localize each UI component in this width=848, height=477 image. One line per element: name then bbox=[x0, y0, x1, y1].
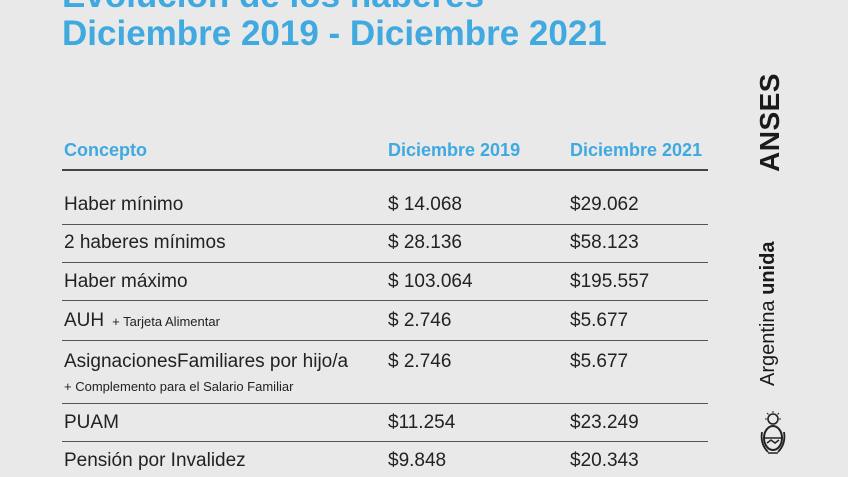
row-value-2019: $11.254 bbox=[388, 412, 456, 433]
row-value-2021: $29.062 bbox=[570, 194, 639, 215]
row-concept: Haber máximo bbox=[64, 271, 188, 292]
argentina-unida-text: Argentina unida bbox=[757, 241, 779, 386]
row-value-2021: $58.123 bbox=[570, 232, 639, 253]
row-divider bbox=[62, 300, 708, 301]
row-value-2021: $195.557 bbox=[570, 271, 650, 292]
row-value-2019: $ 28.136 bbox=[388, 232, 462, 253]
anses-logo-text: ANSES bbox=[754, 73, 785, 172]
table-row: PUAM $11.254 $23.249 bbox=[62, 404, 708, 442]
row-value-2019: $9.848 bbox=[388, 450, 447, 471]
row-divider bbox=[62, 262, 708, 263]
row-concept: AUH + Tarjeta Alimentar bbox=[64, 310, 220, 332]
row-concept-label: AUH bbox=[64, 310, 105, 331]
row-value-2019: $ 2.746 bbox=[388, 310, 452, 331]
table-row: 2 haberes mínimos $ 28.136 $58.123 bbox=[62, 225, 708, 263]
row-concept: Haber mínimo bbox=[64, 194, 184, 215]
title-line-2: Diciembre 2019 - Diciembre 2021 bbox=[62, 14, 607, 53]
argentina-light-text: Argentina bbox=[757, 300, 779, 386]
table-row: AUH + Tarjeta Alimentar $ 2.746 $5.677 bbox=[62, 301, 708, 341]
row-divider bbox=[62, 441, 708, 442]
row-value-2021: $23.249 bbox=[570, 412, 639, 433]
row-value-2021: $5.677 bbox=[570, 310, 629, 331]
row-divider bbox=[62, 224, 708, 225]
argentina-bold-text: unida bbox=[757, 241, 779, 295]
row-concept-note: + Tarjeta Alimentar bbox=[112, 314, 220, 329]
row-value-2019: $ 2.746 bbox=[388, 351, 452, 372]
row-value-2021: $20.343 bbox=[570, 450, 639, 471]
row-concept: AsignacionesFamiliares por hijo/a bbox=[64, 351, 349, 372]
row-concept: PUAM bbox=[64, 412, 119, 433]
header-2019: Diciembre 2019 bbox=[388, 140, 521, 160]
header-divider bbox=[62, 169, 708, 171]
row-divider bbox=[62, 340, 708, 341]
row-divider bbox=[62, 403, 708, 404]
table-row: Haber máximo $ 103.064 $195.557 bbox=[62, 263, 708, 301]
row-concept: 2 haberes mínimos bbox=[64, 232, 226, 253]
row-value-2019: $ 103.064 bbox=[388, 271, 473, 292]
table-row: AsignacionesFamiliares por hijo/a + Comp… bbox=[62, 341, 708, 404]
table-row: Pensión por Invalidez $9.848 $20.343 bbox=[62, 442, 708, 477]
row-value-2021: $5.677 bbox=[570, 351, 629, 372]
header-2021: Diciembre 2021 bbox=[570, 140, 703, 160]
row-concept: Pensión por Invalidez bbox=[64, 450, 246, 471]
row-concept-subnote: + Complemento para el Salario Familiar bbox=[64, 379, 294, 394]
row-value-2019: $ 14.068 bbox=[388, 194, 462, 215]
title-line-1: Evolución de los haberes bbox=[62, 0, 484, 16]
argentina-coat-of-arms-icon bbox=[760, 411, 786, 454]
header-concept: Concepto bbox=[64, 140, 147, 160]
table-row: Haber mínimo $ 14.068 $29.062 bbox=[62, 186, 708, 225]
